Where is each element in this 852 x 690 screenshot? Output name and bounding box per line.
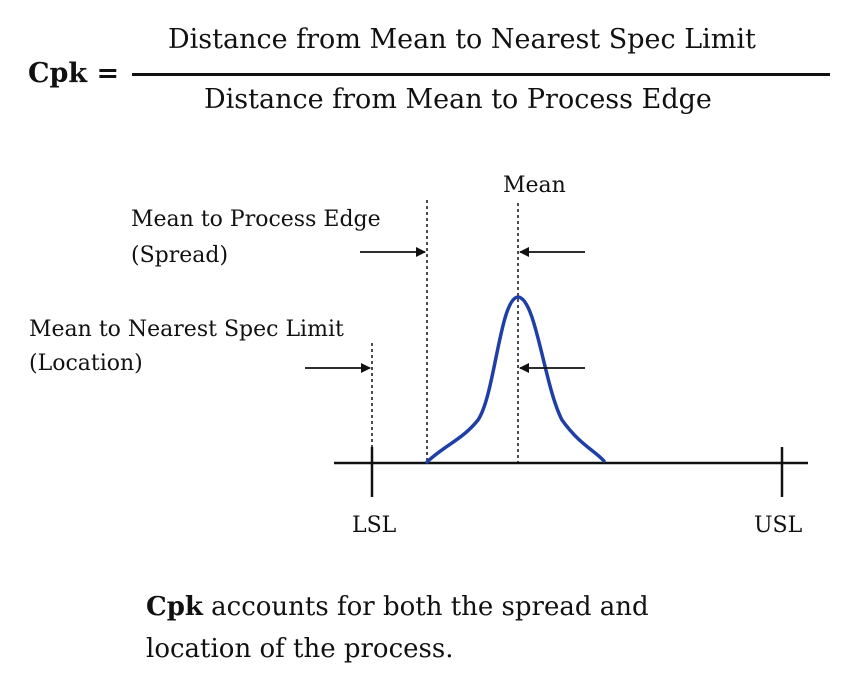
- caption-line1-rest: accounts for both the spread and: [202, 592, 649, 622]
- caption-line2: location of the process.: [146, 634, 454, 664]
- caption-bold-term: Cpk: [146, 592, 203, 622]
- spread-label-line2: (Spread): [131, 243, 228, 268]
- location-label-line1: Mean to Nearest Spec Limit: [29, 317, 344, 342]
- caption-line1: Cpk accounts for both the spread and: [146, 586, 649, 628]
- caption: Cpk accounts for both the spread and loc…: [146, 586, 649, 670]
- mean-label: Mean: [503, 173, 566, 198]
- formula-lhs: Cpk =: [28, 58, 120, 89]
- lsl-label: LSL: [352, 513, 397, 538]
- formula-denominator: Distance from Mean to Process Edge: [204, 84, 712, 115]
- formula-numerator: Distance from Mean to Nearest Spec Limit: [168, 24, 756, 55]
- distribution-curve: [425, 295, 606, 464]
- location-label-line2: (Location): [29, 351, 143, 376]
- usl-label: USL: [754, 513, 803, 538]
- fraction-bar: [132, 73, 830, 76]
- spread-label-line1: Mean to Process Edge: [131, 207, 381, 232]
